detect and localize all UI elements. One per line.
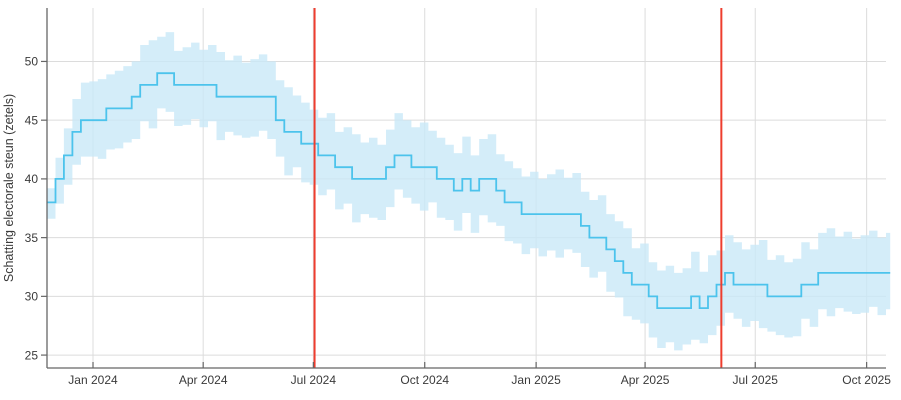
- y-tick-label: 40: [25, 172, 39, 186]
- x-tick-label: Oct 2024: [400, 373, 449, 387]
- y-tick-label: 35: [25, 231, 39, 245]
- y-tick-label: 30: [25, 290, 39, 304]
- axes-layer: [41, 8, 886, 369]
- confidence-band-layer: [47, 32, 891, 351]
- y-tick-label: 50: [25, 55, 39, 69]
- tick-labels-layer: 25 30 35 40 45 50 Jan 2024 Apr 2024 Jul 2024 Oct …: [25, 55, 892, 387]
- event-lines-layer: [313, 8, 723, 368]
- estimate-line: [47, 72, 891, 309]
- x-tick-label: Jan 2024: [68, 373, 118, 387]
- x-tick-label: Oct 2025: [842, 373, 891, 387]
- x-tick-label: Jan 2025: [511, 373, 561, 387]
- x-tick-label: Apr 2025: [621, 373, 670, 387]
- confidence-band: [47, 32, 891, 351]
- y-tick-label: 25: [25, 348, 39, 362]
- x-tick-label: Jul 2025: [733, 373, 779, 387]
- y-axis-title: Schatting electorale steun (zetels): [2, 94, 16, 282]
- x-tick-label: Apr 2024: [179, 373, 228, 387]
- estimate-line-layer: [47, 72, 891, 309]
- y-tick-label: 45: [25, 113, 39, 127]
- x-tick-label: Jul 2024: [291, 373, 337, 387]
